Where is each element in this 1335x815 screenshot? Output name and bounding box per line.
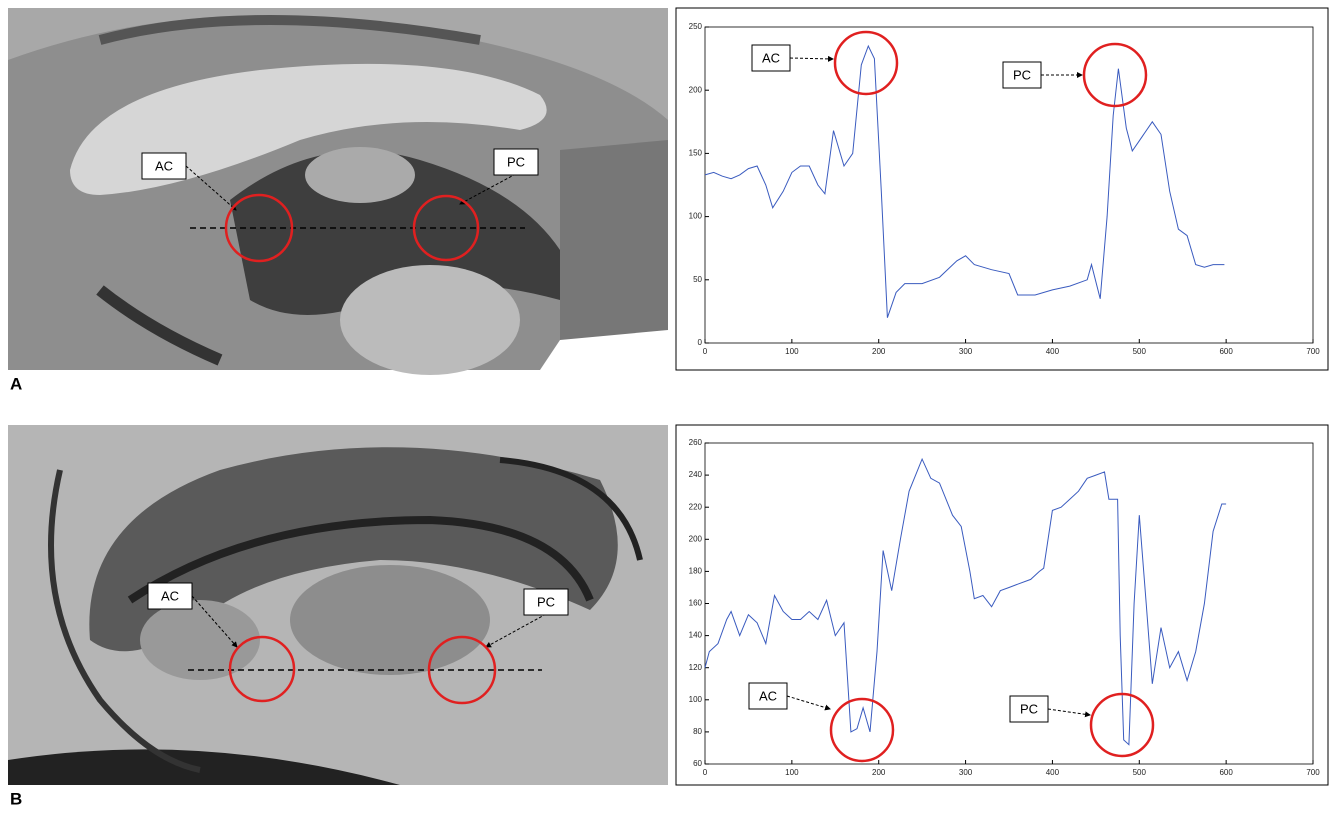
panel-label: B [10, 789, 22, 808]
x-tick-label: 500 [1133, 768, 1147, 777]
x-tick-label: 200 [872, 768, 886, 777]
y-tick-label: 250 [689, 22, 703, 31]
panel-label: A [10, 374, 22, 393]
annotation: AC [161, 588, 179, 603]
annotation: PC [537, 594, 555, 609]
plot-area [704, 442, 1314, 765]
annotation: AC [155, 158, 173, 173]
mri-image-b [8, 425, 668, 785]
highlight-circle [412, 194, 480, 262]
y-tick-label: 200 [689, 534, 703, 543]
label-box [523, 588, 569, 616]
label-box [147, 582, 193, 610]
annotation: PC [1020, 701, 1038, 716]
x-tick-label: 100 [785, 768, 799, 777]
y-tick-label: 140 [689, 631, 703, 640]
x-tick-label: 0 [703, 347, 708, 356]
data-line [704, 44, 1225, 318]
y-tick-label: 0 [698, 338, 703, 347]
label-box [141, 152, 187, 180]
arrow [191, 595, 238, 648]
y-tick-label: 100 [689, 212, 703, 221]
x-tick-label: 0 [703, 768, 708, 777]
arrow [1047, 708, 1091, 718]
highlight-circle [427, 635, 497, 705]
x-tick-label: 200 [872, 347, 886, 356]
highlight-circle [833, 30, 899, 96]
annotation: AC [759, 688, 777, 703]
y-tick-label: 120 [689, 663, 703, 672]
x-tick-label: 300 [959, 347, 973, 356]
y-tick-label: 200 [689, 85, 703, 94]
highlight-circle [228, 635, 296, 703]
x-tick-label: 600 [1219, 768, 1233, 777]
y-tick-label: 160 [689, 599, 703, 608]
x-tick-label: 300 [959, 768, 973, 777]
annotation: PC [1013, 67, 1031, 82]
y-tick-label: 240 [689, 470, 703, 479]
highlight-circle [1089, 692, 1155, 758]
y-tick-label: 60 [693, 759, 702, 768]
x-tick-label: 700 [1306, 347, 1320, 356]
highlight-circle [1082, 42, 1148, 108]
label-box [1009, 695, 1049, 723]
label-box [751, 44, 791, 72]
y-tick-label: 180 [689, 567, 703, 576]
y-tick-label: 150 [689, 149, 703, 158]
x-tick-label: 600 [1219, 347, 1233, 356]
y-tick-label: 220 [689, 502, 703, 511]
y-tick-label: 50 [693, 275, 702, 284]
x-tick-label: 400 [1046, 768, 1060, 777]
x-tick-label: 500 [1133, 347, 1147, 356]
x-tick-label: 400 [1046, 347, 1060, 356]
y-tick-label: 100 [689, 695, 703, 704]
label-box [493, 148, 539, 176]
label-box [748, 682, 788, 710]
y-tick-label: 260 [689, 438, 703, 447]
x-tick-label: 700 [1306, 768, 1320, 777]
mri-image-a [8, 8, 668, 375]
arrow [786, 695, 831, 711]
label-box [1002, 61, 1042, 89]
x-tick-label: 100 [785, 347, 799, 356]
annotation: AC [762, 50, 780, 65]
arrow [185, 165, 237, 211]
highlight-circle [224, 193, 294, 263]
arrow [789, 55, 834, 62]
data-line [704, 457, 1227, 746]
y-tick-label: 80 [693, 727, 702, 736]
annotation: PC [507, 154, 525, 169]
highlight-circle [829, 697, 895, 763]
